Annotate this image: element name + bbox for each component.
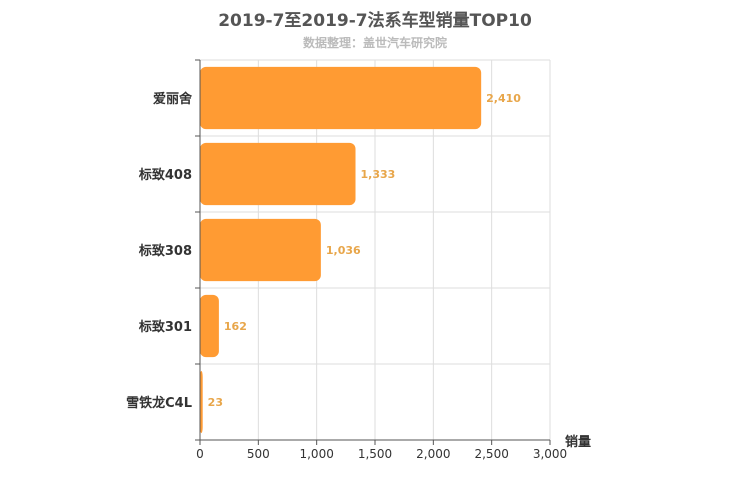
x-tick-label: 0	[196, 447, 204, 461]
x-tick-label: 1,000	[299, 447, 333, 461]
bar	[200, 370, 203, 434]
data-label: 2,410	[486, 92, 521, 105]
chart-title: 2019-7至2019-7法系车型销量TOP10	[218, 11, 532, 31]
x-tick-label: 3,000	[533, 447, 567, 461]
x-axis-label: 销量	[565, 434, 591, 450]
bar	[200, 142, 356, 206]
x-tick-label: 500	[247, 447, 270, 461]
bar	[200, 218, 321, 282]
data-label: 162	[224, 320, 247, 333]
x-tick-label: 1,500	[358, 447, 392, 461]
data-label: 23	[208, 396, 223, 409]
x-tick-label: 2,500	[474, 447, 508, 461]
category-label: 雪铁龙C4L	[126, 395, 192, 411]
category-label: 标致408	[138, 167, 192, 183]
category-label: 爱丽舍	[153, 91, 193, 107]
data-label: 1,036	[326, 244, 361, 257]
chart-subtitle: 数据整理：盖世汽车研究院	[302, 36, 447, 50]
category-label: 标致301	[138, 319, 192, 335]
bar	[200, 294, 219, 358]
x-tick-label: 2,000	[416, 447, 450, 461]
category-label: 标致308	[138, 243, 192, 259]
data-label: 1,333	[361, 168, 396, 181]
bar	[200, 66, 482, 130]
